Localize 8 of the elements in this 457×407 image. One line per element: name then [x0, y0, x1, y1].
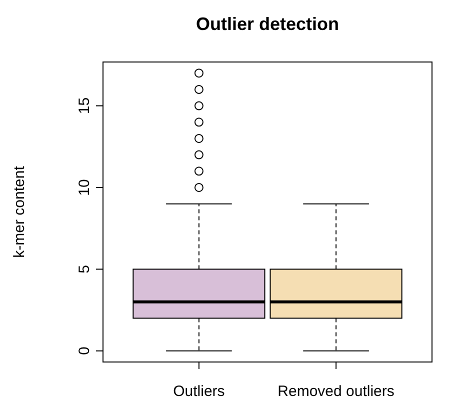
y-tick-label: 15 — [76, 97, 93, 114]
y-tick-label: 0 — [76, 346, 93, 356]
chart-title: Outlier detection — [196, 14, 340, 34]
y-tick-label: 5 — [76, 265, 93, 274]
x-tick-label: Outliers — [173, 383, 225, 400]
x-tick-label: Removed outliers — [278, 383, 394, 400]
y-tick-label: 10 — [76, 179, 93, 196]
y-axis-title: k-mer content — [11, 165, 28, 258]
